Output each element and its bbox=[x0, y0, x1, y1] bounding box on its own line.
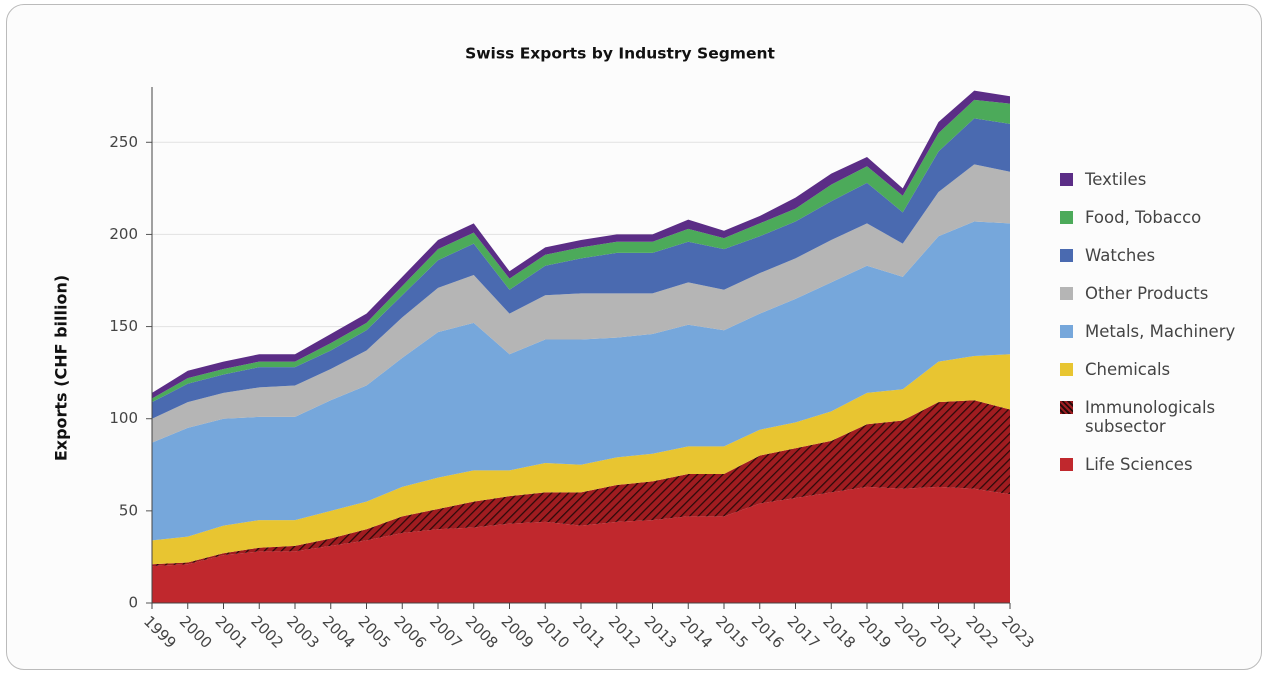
legend-item: Chemicals bbox=[1060, 360, 1260, 379]
area bbox=[152, 99, 1010, 403]
x-tick-label: 2010 bbox=[533, 612, 573, 652]
legend-item: Textiles bbox=[1060, 170, 1260, 189]
x-tick-label: 2020 bbox=[891, 612, 931, 652]
area bbox=[152, 486, 1010, 603]
legend-swatch bbox=[1060, 363, 1073, 376]
x-tick-label: 2005 bbox=[354, 612, 394, 652]
y-tick-label: 50 bbox=[119, 501, 138, 519]
x-tick-label: 2017 bbox=[783, 612, 823, 652]
area bbox=[152, 164, 1010, 443]
legend-item: Life Sciences bbox=[1060, 455, 1260, 474]
x-tick-label: 2013 bbox=[640, 612, 680, 652]
area bbox=[152, 90, 1010, 399]
legend-item: Metals, Machinery bbox=[1060, 322, 1260, 341]
legend-label: Food, Tobacco bbox=[1085, 208, 1202, 227]
y-tick-label: 200 bbox=[109, 225, 138, 243]
x-tick-label: 2000 bbox=[176, 612, 216, 652]
legend-label: Chemicals bbox=[1085, 360, 1171, 379]
legend-swatch bbox=[1060, 211, 1073, 224]
x-tick-label: 2008 bbox=[462, 612, 502, 652]
legend-label: Metals, Machinery bbox=[1085, 322, 1236, 341]
y-tick-label: 100 bbox=[109, 409, 138, 427]
legend-item: Food, Tobacco bbox=[1060, 208, 1260, 227]
x-tick-label: 2014 bbox=[676, 612, 716, 652]
legend-label: Life Sciences bbox=[1085, 455, 1193, 474]
y-tick-label: 0 bbox=[128, 594, 138, 612]
legend-item: Other Products bbox=[1060, 284, 1260, 303]
x-tick-label: 2011 bbox=[569, 612, 609, 652]
legend-swatch bbox=[1060, 325, 1073, 338]
x-tick-label: 2018 bbox=[819, 612, 859, 652]
x-tick-label: 2019 bbox=[855, 612, 895, 652]
x-tick-label: 2007 bbox=[426, 612, 466, 652]
x-tick-label: 2021 bbox=[926, 612, 966, 652]
legend-item: Immunologicals subsector bbox=[1060, 398, 1260, 436]
x-tick-label: 2012 bbox=[605, 612, 645, 652]
legend-item: Watches bbox=[1060, 246, 1260, 265]
legend-swatch bbox=[1060, 458, 1073, 471]
legend-label: Other Products bbox=[1085, 284, 1209, 303]
x-tick-label: 2016 bbox=[748, 612, 788, 652]
area bbox=[152, 118, 1010, 419]
x-tick-label: 2001 bbox=[211, 612, 251, 652]
area bbox=[152, 400, 1010, 567]
legend: Textiles Food, Tobacco Watches Other Produc… bbox=[1060, 170, 1260, 493]
x-tick-label: 2009 bbox=[497, 612, 537, 652]
x-tick-label: 2023 bbox=[998, 612, 1038, 652]
chart-title: Swiss Exports by Industry Segment bbox=[465, 45, 775, 63]
legend-swatch bbox=[1060, 287, 1073, 300]
area bbox=[152, 354, 1010, 565]
x-tick-label: 2002 bbox=[247, 612, 287, 652]
x-tick-label: 2022 bbox=[962, 612, 1002, 652]
y-axis-label: Exports (CHF billion) bbox=[52, 275, 71, 461]
legend-swatch bbox=[1060, 249, 1073, 262]
legend-swatch bbox=[1060, 401, 1073, 414]
y-tick-label: 150 bbox=[109, 317, 138, 335]
x-tick-label: 2006 bbox=[390, 612, 430, 652]
legend-swatch bbox=[1060, 173, 1073, 186]
legend-label: Textiles bbox=[1085, 170, 1147, 189]
x-tick-label: 2003 bbox=[283, 612, 323, 652]
x-tick-label: 1999 bbox=[140, 612, 180, 652]
legend-label: Watches bbox=[1085, 246, 1156, 265]
y-tick-label: 250 bbox=[109, 133, 138, 151]
legend-label: Immunologicals subsector bbox=[1085, 398, 1216, 436]
area bbox=[152, 221, 1010, 541]
x-tick-label: 2004 bbox=[319, 612, 359, 652]
x-tick-label: 2015 bbox=[712, 612, 752, 652]
